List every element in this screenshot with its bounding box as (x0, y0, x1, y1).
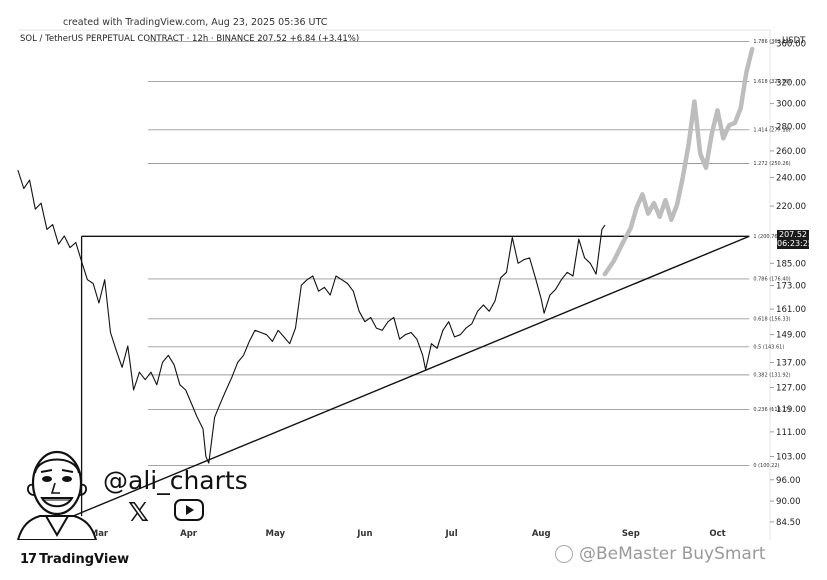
price-tick-label: 161.00 (776, 305, 806, 315)
fib-label: 0.236 (118.77) (753, 407, 790, 413)
bemaster-icon (555, 545, 573, 563)
tradingview-logo: 17 TradingView (20, 552, 129, 567)
price-series-line (17, 169, 606, 464)
price-tick-label: 119.00 (776, 405, 806, 415)
month-tick-label: Mar (90, 529, 109, 539)
time-axis: Mar Apr May Jun Jul Aug Sep Oct (90, 529, 726, 539)
last-price: 207.52 (779, 230, 807, 239)
price-tick-label: 137.00 (776, 358, 806, 368)
watermark-text: @BeMaster BuySmart (579, 544, 766, 564)
projection-path (602, 46, 755, 277)
month-tick-label: Jul (445, 529, 458, 539)
youtube-icon (174, 499, 204, 521)
fib-label: 0.5 (143.61) (753, 344, 784, 350)
series-group (17, 46, 755, 464)
currency-label: USDT (782, 36, 806, 46)
price-tick-label: 149.00 (776, 331, 806, 341)
price-tick-label: 320.00 (776, 78, 806, 88)
price-tick-label: 240.00 (776, 173, 806, 183)
author-handle: @ali_charts (103, 466, 248, 495)
fib-label: 1.414 (277.18) (753, 127, 790, 133)
support-trendline (72, 235, 750, 517)
fib-label: 0 (100.22) (753, 463, 779, 469)
fib-label: 0.618 (156.33) (753, 316, 790, 322)
fib-label: 1 (200.76) (753, 234, 779, 240)
month-tick-label: May (266, 529, 286, 539)
price-tick-label: 90.00 (776, 497, 801, 507)
month-tick-label: Sep (622, 529, 640, 539)
price-tick-label: 260.00 (776, 147, 806, 157)
trendlines (72, 235, 750, 517)
tradingview-wordmark: TradingView (39, 552, 130, 567)
fib-label: 0.382 (131.92) (753, 372, 790, 378)
price-tick-label: 220.00 (776, 202, 806, 212)
month-tick-label: Oct (709, 529, 725, 539)
price-axis: 360.00 320.00 300.00 280.00 260.00 240.00 220.… (770, 39, 806, 528)
price-tick-label: 280.00 (776, 122, 806, 132)
price-tick-label: 103.00 (776, 453, 806, 463)
last-price-tag: 207.52 06:23:25 (777, 230, 813, 249)
price-tick-label: 360.00 (776, 39, 806, 49)
created-caption: created with TradingView.com, Aug 23, 20… (63, 17, 328, 28)
price-tick-label: 300.00 (776, 100, 806, 110)
price-tick-label: 96.00 (776, 476, 801, 486)
avatar-caricature-icon (16, 450, 98, 540)
month-tick-label: Jun (356, 529, 372, 539)
price-tick-label: 111.00 (776, 428, 806, 438)
price-tick-label: 173.00 (776, 281, 806, 291)
price-tick-label: 84.50 (776, 518, 801, 528)
price-tick-label: 185.00 (776, 259, 806, 269)
x-logo-icon: 𝕏 (128, 498, 149, 528)
fib-label: 0.786 (176.40) (753, 277, 790, 283)
watermark: @BeMaster BuySmart (555, 544, 766, 564)
price-tick-label: 127.00 (776, 383, 806, 393)
bar-countdown: 06:23:25 (777, 239, 813, 248)
fib-label: 1.272 (250.26) (753, 161, 790, 167)
month-tick-label: Aug (532, 529, 551, 539)
month-tick-label: Apr (180, 529, 198, 539)
tradingview-mark-icon: 17 (20, 552, 37, 567)
symbol-info: SOL / TetherUS PERPETUAL CONTRACT · 12h … (20, 34, 360, 44)
fib-label: 1.786 (362.23) (753, 39, 790, 45)
